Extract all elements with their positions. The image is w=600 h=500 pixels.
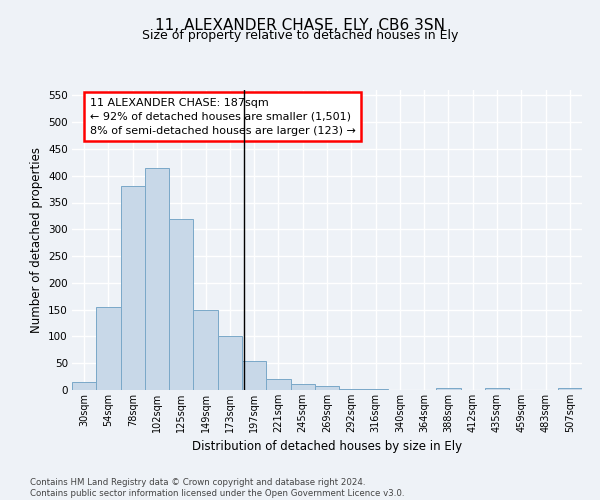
Bar [436, 388, 461, 390]
Bar [290, 384, 315, 390]
Bar [485, 388, 509, 390]
Text: 11, ALEXANDER CHASE, ELY, CB6 3SN: 11, ALEXANDER CHASE, ELY, CB6 3SN [155, 18, 445, 32]
Bar [218, 336, 242, 390]
Bar [145, 168, 169, 390]
Text: 11 ALEXANDER CHASE: 187sqm
← 92% of detached houses are smaller (1,501)
8% of se: 11 ALEXANDER CHASE: 187sqm ← 92% of deta… [90, 98, 356, 136]
Bar [193, 310, 218, 390]
Bar [121, 186, 145, 390]
Text: Contains HM Land Registry data © Crown copyright and database right 2024.
Contai: Contains HM Land Registry data © Crown c… [30, 478, 404, 498]
Y-axis label: Number of detached properties: Number of detached properties [29, 147, 43, 333]
Bar [242, 360, 266, 390]
Bar [72, 382, 96, 390]
Bar [266, 380, 290, 390]
Bar [339, 389, 364, 390]
Bar [169, 218, 193, 390]
Bar [558, 388, 582, 390]
Text: Size of property relative to detached houses in Ely: Size of property relative to detached ho… [142, 29, 458, 42]
X-axis label: Distribution of detached houses by size in Ely: Distribution of detached houses by size … [192, 440, 462, 454]
Bar [315, 386, 339, 390]
Bar [96, 307, 121, 390]
